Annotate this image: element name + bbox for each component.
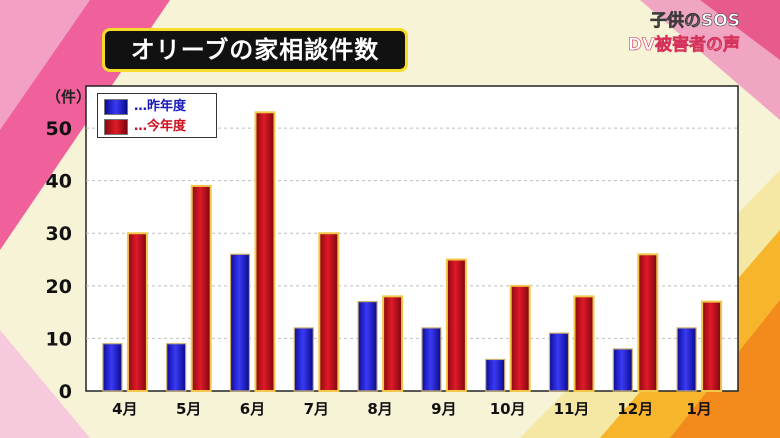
bar-this-year-3 (254, 111, 276, 393)
y-unit-label: （件） (46, 88, 92, 106)
chart-title-banner: オリーブの家相談件数 (102, 28, 408, 72)
bar-last-year-7 (485, 358, 506, 392)
y-tick-label: 20 (46, 276, 72, 298)
legend-label-last-year: …昨年度 (134, 99, 187, 114)
bars (102, 111, 723, 393)
bar-this-year-4 (318, 232, 340, 392)
bar-last-year-4 (293, 327, 314, 392)
x-tick-label: 9月 (431, 400, 456, 418)
x-tick-labels: 4月 5月 6月 7月 8月 9月 10月 11月 12月 1月 (112, 400, 712, 418)
bar-last-year-1 (102, 343, 123, 392)
x-tick-label: 7月 (304, 400, 329, 418)
caption-line-1: 子供のSOS (650, 11, 741, 32)
bar-last-year-3 (229, 253, 251, 392)
bar-this-year-10 (701, 300, 723, 393)
x-tick-label: 6月 (240, 400, 265, 418)
legend-label-this-year: …今年度 (134, 119, 187, 134)
legend-swatch-red (104, 119, 128, 135)
legend-swatch-blue (104, 99, 128, 115)
caption-line-2: DV被害者の声 (627, 35, 740, 56)
y-tick-label: 50 (46, 118, 72, 140)
y-tick-label: 40 (46, 171, 72, 193)
x-tick-label: 11月 (554, 400, 590, 418)
bar-last-year-5 (357, 301, 378, 392)
bar-this-year-2 (190, 184, 212, 392)
bar-this-year-6 (445, 258, 467, 392)
y-tick-labels: 0 10 20 30 40 50 (46, 118, 72, 403)
bar-last-year-2 (166, 343, 187, 392)
bar-this-year-9 (637, 253, 659, 392)
bar-last-year-10 (676, 327, 697, 392)
x-tick-label: 12月 (617, 400, 653, 418)
y-tick-label: 30 (46, 223, 72, 245)
bar-this-year-5 (382, 295, 404, 392)
bar-last-year-9 (612, 348, 633, 392)
x-tick-label: 4月 (112, 400, 137, 418)
x-tick-label: 1月 (686, 400, 711, 418)
y-tick-label: 0 (59, 381, 72, 403)
x-tick-label: 8月 (367, 400, 392, 418)
bar-this-year-1 (126, 232, 148, 392)
bar-this-year-7 (509, 284, 531, 392)
chart-title: オリーブの家相談件数 (130, 36, 380, 64)
bar-last-year-8 (548, 332, 570, 392)
x-tick-label: 5月 (176, 400, 201, 418)
bar-this-year-8 (573, 295, 595, 392)
legend: …昨年度 …今年度 (97, 93, 217, 138)
bar-last-year-6 (421, 327, 442, 392)
y-tick-label: 10 (46, 328, 72, 350)
x-tick-label: 10月 (490, 400, 526, 418)
